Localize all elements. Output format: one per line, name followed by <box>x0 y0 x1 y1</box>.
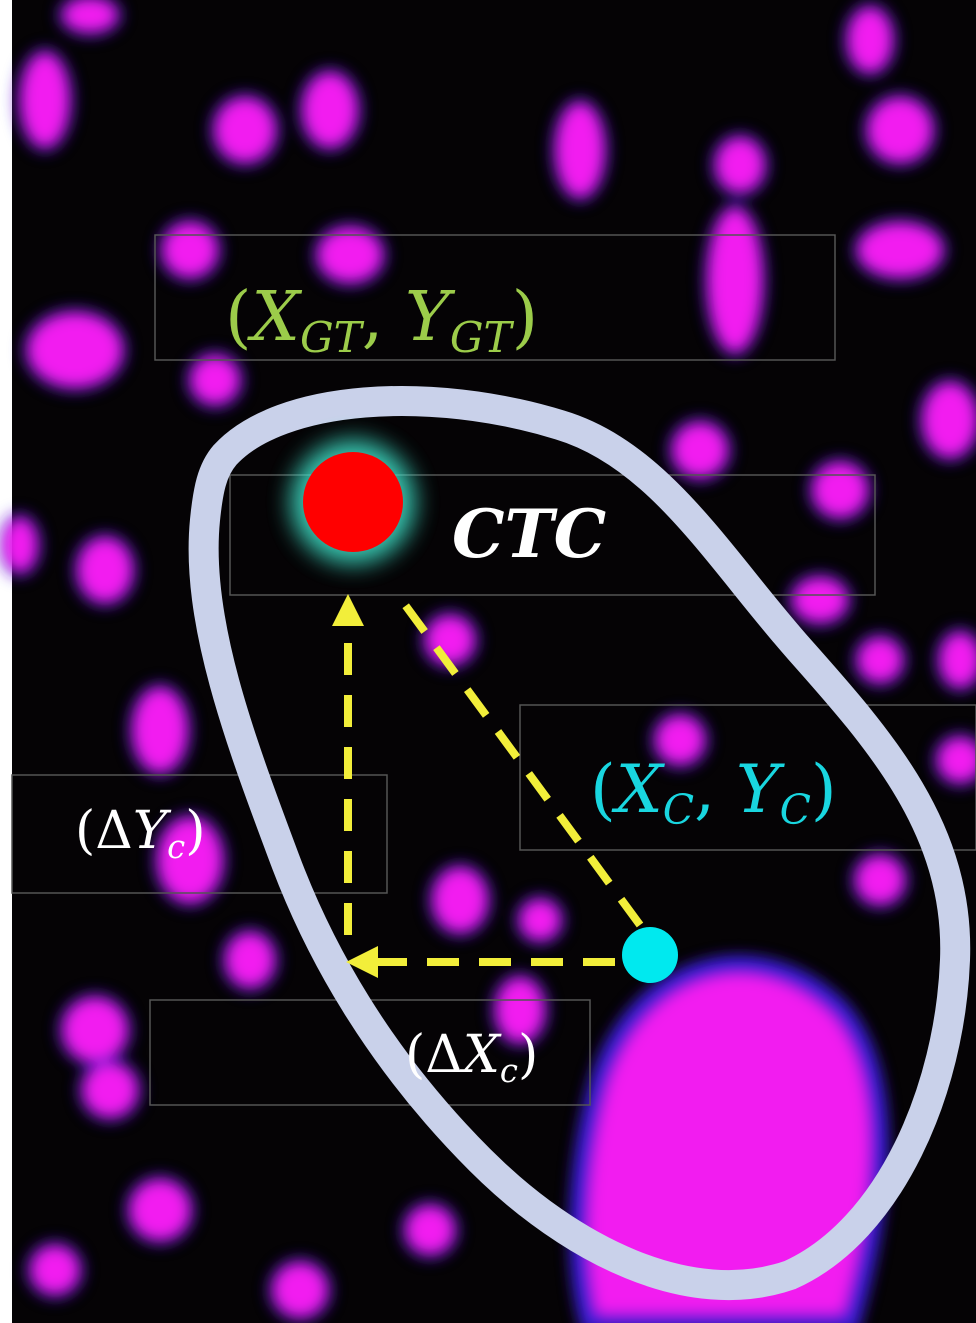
label-part: ) <box>518 1025 538 1085</box>
label-part: (Δ <box>75 801 133 861</box>
label-part: X <box>247 278 303 357</box>
cell <box>23 55 67 145</box>
page: (XGT, YGT) CTC (XC, YC) (ΔYc) (ΔXc) (() … <box>0 0 976 1323</box>
dy-label: (ΔYc) <box>75 801 206 866</box>
cell <box>275 1265 325 1315</box>
cell <box>132 1182 188 1238</box>
cell <box>305 75 355 145</box>
cell <box>30 315 120 385</box>
label-part: ) <box>512 278 539 357</box>
label-part: Y <box>736 751 785 828</box>
cell <box>850 10 890 70</box>
cell <box>217 100 273 160</box>
cell <box>33 1248 77 1292</box>
cell <box>925 385 975 455</box>
left-margin <box>0 0 12 1323</box>
label-part: c <box>167 828 185 866</box>
cell <box>522 902 558 938</box>
label-part: X <box>459 1025 502 1085</box>
ctc-dot <box>303 452 403 552</box>
cell <box>860 640 900 680</box>
cell <box>675 425 725 475</box>
label-part: ( <box>590 751 616 828</box>
label-part: (Δ <box>405 1025 463 1085</box>
cell <box>408 1208 452 1252</box>
label-part: , <box>362 278 405 357</box>
label-part: C <box>663 786 694 834</box>
label-part: GT <box>300 313 365 362</box>
cell <box>428 618 472 662</box>
label-part: Y <box>133 801 172 861</box>
dx-label: (ΔXc) <box>405 1025 538 1090</box>
label-part: C <box>780 786 811 834</box>
cell <box>135 690 185 770</box>
cell <box>320 230 380 280</box>
cell <box>435 870 485 930</box>
micrograph: (XGT, YGT) CTC (XC, YC) (ΔYc) (ΔXc) <box>0 0 976 1323</box>
centroid-dot <box>622 927 678 983</box>
cell <box>5 520 35 570</box>
cell <box>710 210 760 350</box>
label-part: Y <box>405 278 456 357</box>
cell <box>860 225 940 275</box>
label-part: GT <box>450 313 515 362</box>
cell <box>80 540 130 600</box>
cell <box>858 858 902 902</box>
cell <box>815 465 865 515</box>
cell <box>228 935 272 985</box>
cell <box>165 225 215 275</box>
cell <box>558 105 602 195</box>
cell <box>65 0 115 30</box>
cell <box>870 100 930 160</box>
cell <box>193 358 237 402</box>
label-part: c <box>500 1052 518 1090</box>
cell <box>718 140 762 190</box>
label-part: , <box>694 751 736 828</box>
label-part: ) <box>185 801 205 861</box>
label-part: ) <box>811 751 837 828</box>
label-part: X <box>611 751 666 828</box>
label-part: ( <box>225 278 252 357</box>
cell <box>85 1065 135 1115</box>
ctc-label: CTC <box>452 495 606 573</box>
cell <box>65 1000 125 1060</box>
cell <box>795 580 845 620</box>
